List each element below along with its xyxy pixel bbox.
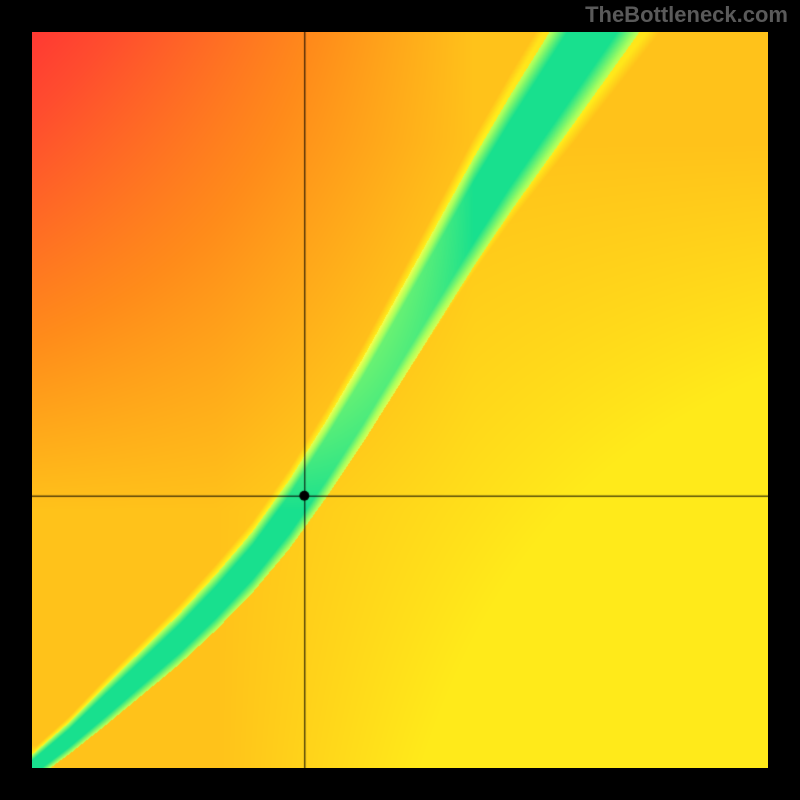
heatmap-plot xyxy=(32,32,768,768)
watermark-text: TheBottleneck.com xyxy=(585,2,788,28)
figure-container: TheBottleneck.com xyxy=(0,0,800,800)
